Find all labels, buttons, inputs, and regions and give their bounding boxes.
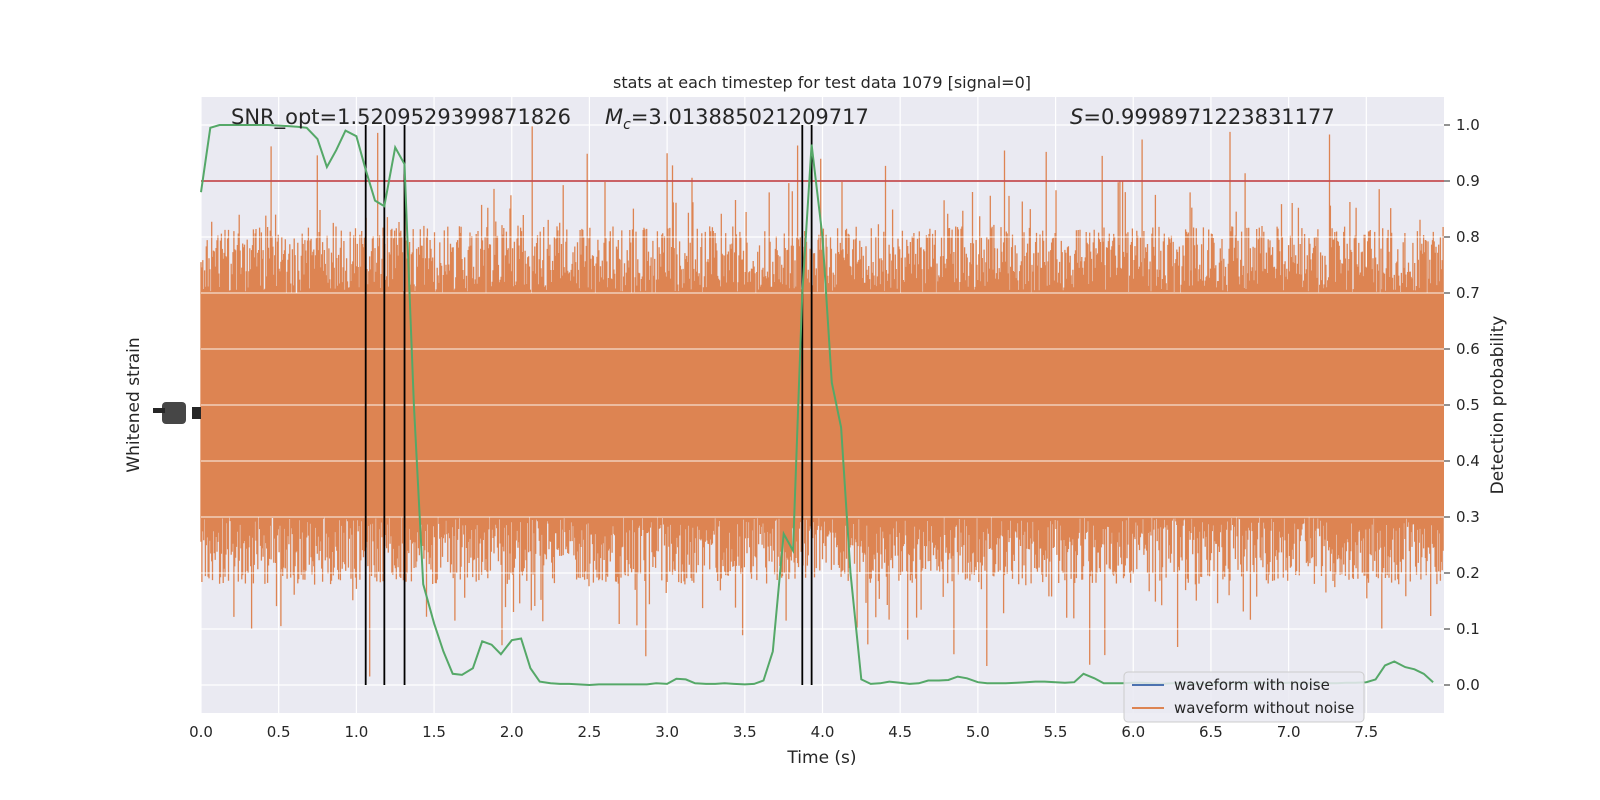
x-tick-label: 2.0: [500, 723, 524, 741]
vertical-lines: [364, 125, 813, 685]
y-right-tick-label: 0.8: [1456, 228, 1480, 246]
x-tick-label: 3.0: [655, 723, 679, 741]
x-tick-label: 6.5: [1199, 723, 1223, 741]
y-right-axis-label: Detection probability: [1488, 316, 1508, 495]
s-annotation: S=0.9998971223831177: [1070, 105, 1335, 129]
left-tick-smudge: [162, 402, 186, 424]
y-right-tick-label: 0.0: [1456, 676, 1480, 694]
y-right-tick-label: 0.5: [1456, 396, 1480, 414]
x-tick-label: 0.5: [267, 723, 291, 741]
x-tick-label: 5.5: [1044, 723, 1068, 741]
y-right-tick-label: 0.3: [1456, 508, 1480, 526]
x-tick-label: 2.5: [578, 723, 602, 741]
x-tick-label: 6.0: [1121, 723, 1145, 741]
legend-label-noise: waveform with noise: [1174, 676, 1330, 694]
y-right-tick-label: 0.1: [1456, 620, 1480, 638]
s-value: =0.9998971223831177: [1083, 105, 1334, 129]
left-tick-smudge: [192, 407, 201, 419]
y-right-ticks: 0.0 0.1 0.2 0.3 0.4 0.5 0.6 0.7 0.8 0.9 1.0: [1444, 116, 1480, 694]
mc-value: =3.013885021209717: [631, 105, 869, 129]
x-tick-label: 4.5: [888, 723, 912, 741]
x-ticks: 0.0 0.5 1.0 1.5 2.0 2.5 3.0 3.5 4.0 4.5 5.0 5.5 6.0 6…: [189, 723, 1378, 741]
x-tick-label: 1.5: [422, 723, 446, 741]
y-left-axis-label: Whitened strain: [124, 337, 144, 472]
y-right-tick-label: 0.6: [1456, 340, 1480, 358]
mc-annotation: Mc=3.013885021209717: [605, 105, 869, 133]
y-right-tick-label: 0.9: [1456, 172, 1480, 190]
mc-subscript: c: [623, 117, 631, 133]
y-right-tick-label: 0.4: [1456, 452, 1480, 470]
x-tick-label: 7.5: [1354, 723, 1378, 741]
x-tick-label: 1.0: [344, 723, 368, 741]
x-tick-label: 4.0: [811, 723, 835, 741]
left-axis-overlapped-ticks: [153, 402, 201, 424]
y-right-tick-label: 0.7: [1456, 284, 1480, 302]
legend-box: [1123, 671, 1365, 723]
y-right-tick-label: 0.2: [1456, 564, 1480, 582]
mc-symbol: M: [605, 105, 623, 129]
left-tick-smudge: [153, 408, 165, 413]
chart-title: stats at each timestep for test data 107…: [613, 73, 1031, 92]
x-tick-label: 3.5: [733, 723, 757, 741]
snr-annotation: SNR_opt=1.5209529399871826: [231, 105, 571, 130]
x-tick-label: 5.0: [966, 723, 990, 741]
y-right-tick-label: 1.0: [1456, 116, 1480, 134]
x-axis-label: Time (s): [786, 748, 856, 768]
noise-band: [200, 124, 1444, 686]
legend: waveform with noise waveform without noi…: [1123, 671, 1365, 723]
legend-label-clean: waveform without noise: [1174, 699, 1354, 717]
s-symbol: S: [1070, 105, 1083, 129]
x-tick-label: 0.0: [189, 723, 213, 741]
x-tick-label: 7.0: [1277, 723, 1301, 741]
